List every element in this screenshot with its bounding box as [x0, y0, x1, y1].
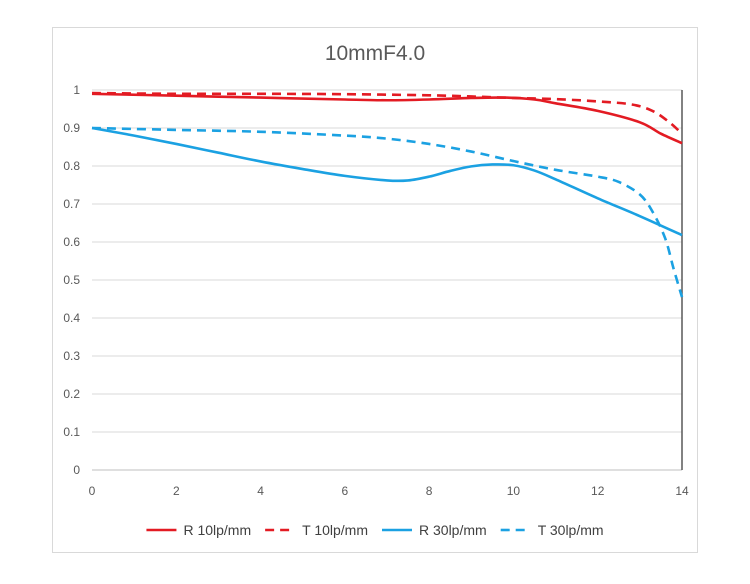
y-tick-label-0: 0	[73, 463, 80, 477]
y-tick-label-3: 0.3	[63, 349, 80, 363]
x-tick-label-5: 10	[507, 484, 521, 498]
legend-label-3: T 30lp/mm	[538, 522, 604, 538]
x-tick-label-1: 2	[173, 484, 180, 498]
series-line-0	[91, 92, 683, 145]
grid-layer	[92, 89, 682, 433]
legend-label-2: R 30lp/mm	[419, 522, 487, 538]
axis-layer: 00.10.20.30.40.50.60.70.80.910 2 4 6 8 10 12 14	[63, 83, 689, 498]
y-tick-label-2: 0.2	[63, 387, 80, 401]
y-tick-label-8: 0.8	[63, 159, 80, 173]
legend: R 10lp/mm T 10lp/mm R 30lp/mm T 30lp/mm	[146, 522, 604, 538]
legend-label-0: R 10lp/mm	[183, 522, 251, 538]
y-tick-label-1: 0.1	[63, 425, 80, 439]
series-line-2	[91, 126, 683, 237]
x-tick-label-4: 8	[426, 484, 433, 498]
legend-label-1: T 10lp/mm	[302, 522, 368, 538]
chart-title: 10mmF4.0	[325, 42, 425, 65]
x-tick-label-3: 6	[342, 484, 349, 498]
y-tick-label-5: 0.5	[63, 273, 80, 287]
chart-frame	[52, 27, 698, 553]
y-tick-label-10: 1	[73, 83, 80, 97]
x-tick-label-2: 4	[257, 484, 264, 498]
series-line-1	[91, 91, 683, 135]
x-tick-label-0: 0	[89, 484, 96, 498]
series-layer	[91, 91, 684, 298]
x-tick-label-7: 14	[675, 484, 689, 498]
y-tick-label-9: 0.9	[63, 121, 80, 135]
y-tick-label-4: 0.4	[63, 311, 80, 325]
series-line-3	[91, 126, 684, 298]
y-tick-label-7: 0.7	[63, 197, 80, 211]
x-tick-label-6: 12	[591, 484, 605, 498]
y-tick-label-6: 0.6	[63, 235, 80, 249]
